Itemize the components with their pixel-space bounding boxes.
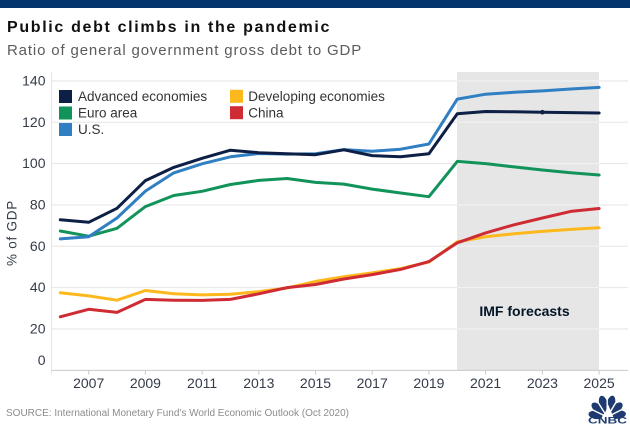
svg-text:CNBC: CNBC — [588, 416, 627, 426]
svg-text:2007: 2007 — [73, 375, 104, 391]
svg-text:80: 80 — [30, 197, 46, 213]
svg-text:Ratio of general government gr: Ratio of general government gross debt t… — [7, 42, 362, 59]
svg-text:U.S.: U.S. — [78, 122, 104, 137]
svg-text:2011: 2011 — [187, 375, 217, 391]
svg-text:Advanced economies: Advanced economies — [78, 89, 207, 104]
svg-text:40: 40 — [30, 279, 46, 295]
svg-text:2021: 2021 — [470, 375, 501, 391]
svg-text:140: 140 — [22, 73, 46, 89]
svg-text:2019: 2019 — [413, 375, 444, 391]
svg-text:120: 120 — [22, 114, 46, 130]
svg-text:2025: 2025 — [584, 375, 615, 391]
svg-text:Developing economies: Developing economies — [248, 89, 385, 104]
svg-text:2017: 2017 — [357, 375, 388, 391]
svg-text:Euro area: Euro area — [78, 106, 138, 121]
svg-text:2013: 2013 — [243, 375, 274, 391]
svg-text:100: 100 — [22, 155, 46, 171]
svg-text:IMF forecasts: IMF forecasts — [479, 303, 569, 319]
svg-text:2015: 2015 — [300, 375, 331, 391]
svg-text:% of GDP: % of GDP — [5, 200, 20, 266]
svg-text:2009: 2009 — [130, 375, 161, 391]
svg-text:China: China — [248, 106, 284, 121]
svg-text:20: 20 — [30, 321, 46, 337]
svg-text:2023: 2023 — [527, 375, 558, 391]
svg-text:Public debt climbs in the pand: Public debt climbs in the pandemic — [7, 19, 331, 36]
svg-text:0: 0 — [38, 352, 46, 368]
svg-text:60: 60 — [30, 238, 46, 254]
svg-text:SOURCE: International Monetary: SOURCE: International Monetary Fund's Wo… — [6, 408, 349, 419]
